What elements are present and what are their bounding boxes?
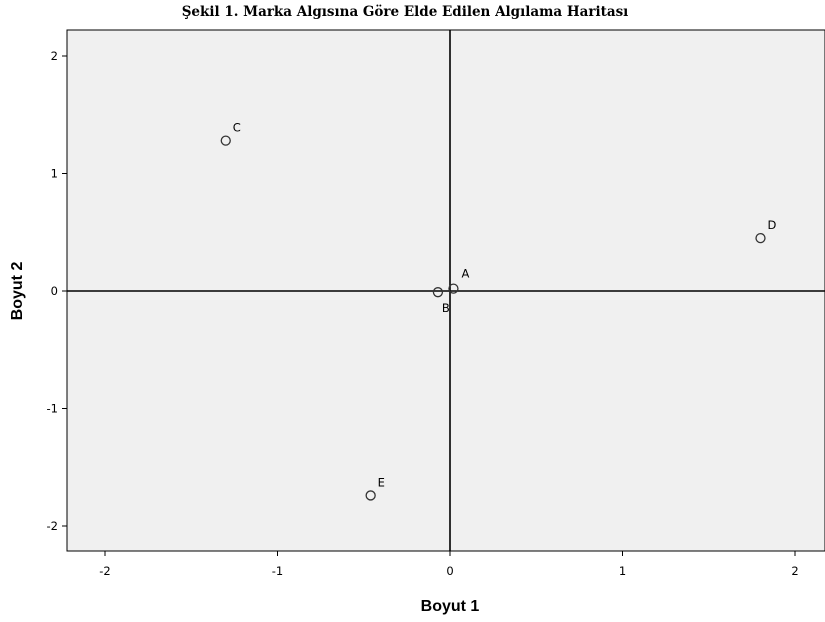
y-axis-label: Boyut 2 xyxy=(9,262,26,321)
y-tick-label: -1 xyxy=(47,402,58,416)
chart-title: Şekil 1. Marka Algısına Göre Elde Edilen… xyxy=(182,4,629,20)
x-tick-label: -2 xyxy=(99,564,110,578)
data-point-c xyxy=(220,135,231,146)
data-point-a xyxy=(448,283,459,294)
y-tick-label: 1 xyxy=(51,167,58,181)
x-tick-label: -1 xyxy=(272,564,283,578)
y-tick-label: 2 xyxy=(51,49,58,63)
x-tick-label: 2 xyxy=(791,564,798,578)
point-label-a: A xyxy=(461,267,469,281)
data-point-e xyxy=(365,490,376,501)
y-tick-label: -2 xyxy=(47,519,58,533)
point-label-d: D xyxy=(768,218,777,232)
x-tick-label: 0 xyxy=(446,564,453,578)
data-point-b xyxy=(432,287,444,298)
x-axis-label: Boyut 1 xyxy=(421,598,480,615)
x-tick-label: 1 xyxy=(619,564,626,578)
data-point-d xyxy=(755,232,766,244)
point-label-c: C xyxy=(233,121,241,135)
point-label-b: B xyxy=(442,301,450,315)
y-tick-label: 0 xyxy=(51,284,58,298)
point-label-e: E xyxy=(378,475,385,489)
